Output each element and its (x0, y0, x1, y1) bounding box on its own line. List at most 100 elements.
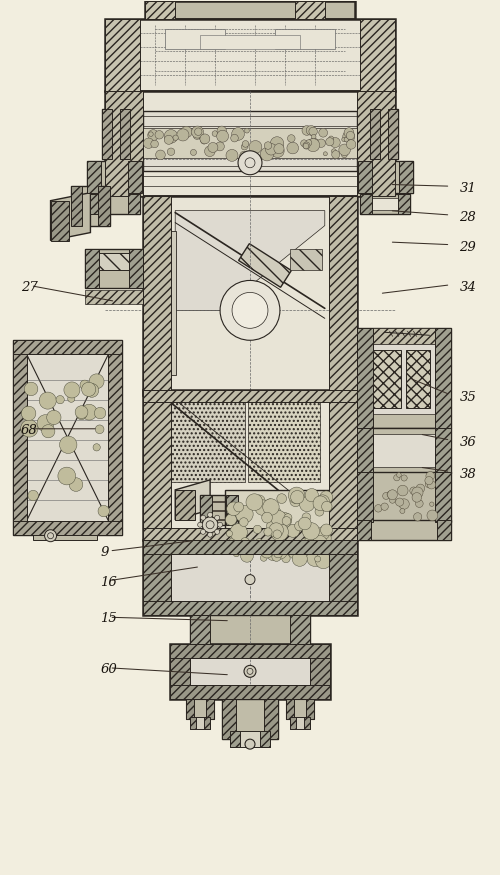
Circle shape (277, 547, 284, 555)
Circle shape (229, 537, 238, 547)
Circle shape (302, 522, 320, 540)
Circle shape (68, 396, 75, 402)
Circle shape (234, 550, 239, 556)
Circle shape (192, 126, 203, 138)
Circle shape (309, 127, 318, 136)
Circle shape (303, 142, 310, 149)
Circle shape (277, 493, 286, 503)
Bar (170, 644, 330, 699)
Bar (70, 186, 83, 226)
Circle shape (274, 144, 284, 154)
Bar (144, 390, 171, 540)
Text: 34: 34 (460, 281, 476, 294)
Circle shape (312, 135, 316, 139)
Circle shape (227, 502, 240, 515)
Bar (230, 732, 240, 747)
Bar (286, 699, 314, 719)
Bar (398, 161, 412, 192)
Circle shape (300, 497, 314, 512)
Circle shape (313, 536, 327, 550)
Circle shape (302, 513, 310, 522)
Bar (356, 328, 372, 428)
Circle shape (232, 128, 244, 140)
Circle shape (387, 491, 394, 498)
Circle shape (232, 527, 240, 535)
Circle shape (234, 502, 243, 512)
Circle shape (328, 136, 334, 141)
Circle shape (316, 495, 330, 508)
Circle shape (253, 495, 265, 507)
Bar (190, 718, 196, 729)
Circle shape (394, 474, 400, 481)
Bar (360, 193, 372, 214)
Bar (146, 1, 175, 19)
Circle shape (320, 524, 332, 536)
Circle shape (270, 510, 286, 526)
Circle shape (260, 148, 274, 161)
Circle shape (155, 130, 164, 139)
Circle shape (412, 493, 422, 502)
Circle shape (214, 529, 220, 535)
Bar (88, 161, 102, 192)
Bar (106, 91, 144, 196)
Circle shape (304, 539, 316, 550)
Bar (436, 328, 452, 428)
Bar (436, 472, 452, 522)
Circle shape (286, 524, 300, 537)
Bar (356, 520, 452, 540)
Bar (360, 19, 394, 91)
Bar (170, 685, 330, 699)
Circle shape (306, 125, 316, 136)
Circle shape (168, 148, 174, 156)
Circle shape (22, 406, 36, 421)
Bar (98, 186, 110, 226)
Circle shape (246, 493, 263, 511)
Bar (200, 35, 300, 49)
Bar (190, 658, 310, 685)
Bar (290, 614, 310, 644)
Bar (304, 718, 310, 729)
Text: 29: 29 (460, 241, 476, 254)
Circle shape (242, 144, 248, 150)
Circle shape (228, 540, 242, 554)
Bar (356, 428, 372, 473)
Circle shape (276, 548, 283, 555)
Circle shape (20, 420, 38, 438)
Circle shape (316, 527, 330, 540)
Bar (128, 161, 142, 192)
Circle shape (270, 136, 284, 150)
Bar (128, 193, 140, 214)
Circle shape (212, 130, 218, 136)
Bar (144, 128, 356, 158)
Bar (372, 434, 436, 467)
Circle shape (144, 138, 154, 149)
Bar (356, 472, 372, 522)
Circle shape (200, 515, 205, 521)
Circle shape (319, 129, 328, 137)
Circle shape (44, 529, 56, 542)
Bar (360, 193, 410, 214)
Circle shape (342, 152, 347, 158)
Circle shape (272, 507, 281, 517)
Bar (260, 732, 270, 747)
Circle shape (324, 151, 328, 156)
Bar (436, 428, 452, 473)
Circle shape (75, 406, 88, 418)
Circle shape (236, 506, 253, 523)
Circle shape (330, 137, 340, 148)
Circle shape (272, 543, 287, 559)
Circle shape (249, 141, 262, 153)
Circle shape (410, 487, 418, 494)
Circle shape (346, 131, 354, 140)
Bar (186, 699, 214, 719)
Circle shape (302, 126, 312, 136)
Bar (70, 186, 110, 226)
Circle shape (271, 140, 281, 150)
Circle shape (322, 501, 332, 512)
Circle shape (282, 555, 290, 563)
Circle shape (416, 484, 424, 493)
Circle shape (230, 523, 248, 541)
Circle shape (69, 478, 83, 492)
Circle shape (193, 132, 201, 139)
Bar (388, 108, 398, 158)
